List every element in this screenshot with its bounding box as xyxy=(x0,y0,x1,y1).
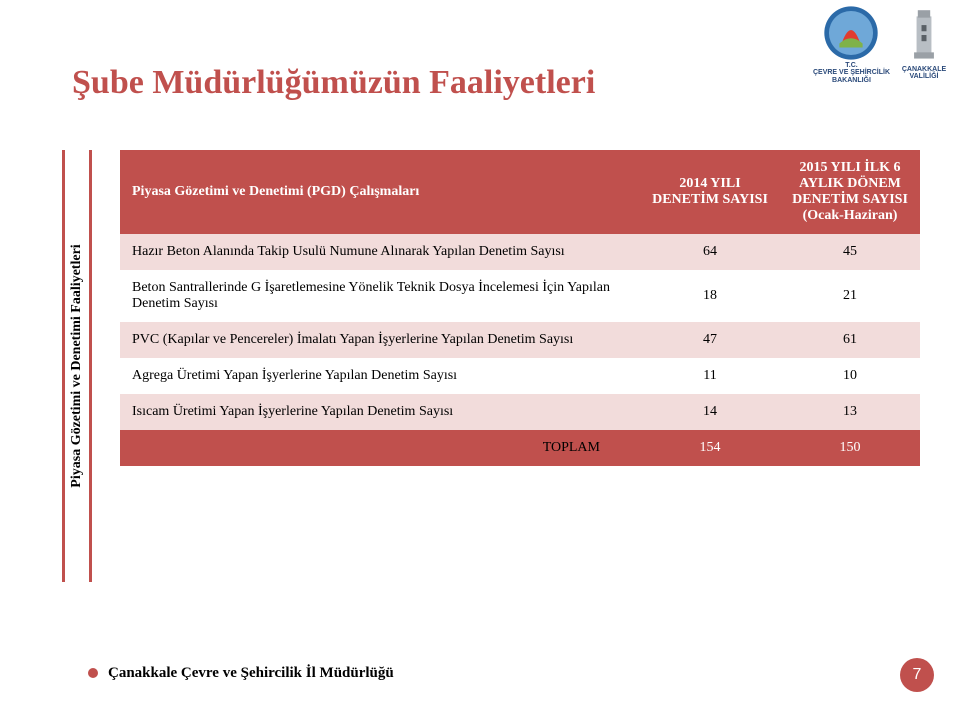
page-number: 7 xyxy=(900,658,934,692)
table-row: PVC (Kapılar ve Pencereler) İmalatı Yapa… xyxy=(120,322,920,358)
row-2014: 11 xyxy=(640,358,780,394)
header-logos: T.C. ÇEVRE VE ŞEHİRCİLİK BAKANLIĞI ÇANAK… xyxy=(813,4,950,84)
row-2015: 61 xyxy=(780,322,920,358)
table-row: Beton Santrallerinde G İşaretlemesine Yö… xyxy=(120,270,920,322)
row-2014: 18 xyxy=(640,270,780,322)
total-label: TOPLAM xyxy=(120,430,640,466)
table-total-row: TOPLAM 154 150 xyxy=(120,430,920,466)
valilik-line2: VALİLİĞİ xyxy=(909,73,938,80)
table-header-row: Piyasa Gözetimi ve Denetimi (PGD) Çalışm… xyxy=(120,150,920,234)
col-header-2014: 2014 YILI DENETİM SAYISI xyxy=(640,150,780,234)
ministry-line1: T.C. xyxy=(845,62,857,69)
footer-org: Çanakkale Çevre ve Şehircilik İl Müdürlü… xyxy=(108,665,394,682)
total-2014: 154 xyxy=(640,430,780,466)
row-label: Isıcam Üretimi Yapan İşyerlerine Yapılan… xyxy=(120,394,640,430)
col-header-activity: Piyasa Gözetimi ve Denetimi (PGD) Çalışm… xyxy=(120,150,640,234)
total-2015: 150 xyxy=(780,430,920,466)
row-2014: 47 xyxy=(640,322,780,358)
table-row: Isıcam Üretimi Yapan İşyerlerine Yapılan… xyxy=(120,394,920,430)
governorship-tower-icon xyxy=(898,4,950,66)
row-2015: 21 xyxy=(780,270,920,322)
ministry-logo: T.C. ÇEVRE VE ŞEHİRCİLİK BAKANLIĞI xyxy=(813,4,890,84)
table-row: Agrega Üretimi Yapan İşyerlerine Yapılan… xyxy=(120,358,920,394)
row-2015: 10 xyxy=(780,358,920,394)
side-label-container: Piyasa Gözetimi ve Denetimi Faaliyetleri xyxy=(62,150,92,582)
valilik-line1: ÇANAKKALE xyxy=(902,66,946,73)
row-2015: 13 xyxy=(780,394,920,430)
governorship-logo-text: ÇANAKKALE VALİLİĞİ xyxy=(902,66,946,81)
ministry-line2: ÇEVRE VE ŞEHİRCİLİK xyxy=(813,69,890,76)
ministry-emblem-icon xyxy=(822,4,880,62)
side-label: Piyasa Gözetimi ve Denetimi Faaliyetleri xyxy=(69,244,85,487)
row-label: Agrega Üretimi Yapan İşyerlerine Yapılan… xyxy=(120,358,640,394)
ministry-logo-text: T.C. ÇEVRE VE ŞEHİRCİLİK BAKANLIĞI xyxy=(813,62,890,84)
activities-table: Piyasa Gözetimi ve Denetimi (PGD) Çalışm… xyxy=(120,150,920,466)
row-2014: 64 xyxy=(640,234,780,270)
row-label: Beton Santrallerinde G İşaretlemesine Yö… xyxy=(120,270,640,322)
page-title: Şube Müdürlüğümüzün Faaliyetleri xyxy=(72,64,595,102)
ministry-line3: BAKANLIĞI xyxy=(832,77,871,84)
row-2015: 45 xyxy=(780,234,920,270)
row-label: PVC (Kapılar ve Pencereler) İmalatı Yapa… xyxy=(120,322,640,358)
row-label: Hazır Beton Alanında Takip Usulü Numune … xyxy=(120,234,640,270)
table-row: Hazır Beton Alanında Takip Usulü Numune … xyxy=(120,234,920,270)
footer-bullet-icon xyxy=(88,668,98,678)
col-header-2015: 2015 YILI İLK 6 AYLIK DÖNEM DENETİM SAYI… xyxy=(780,150,920,234)
governorship-logo: ÇANAKKALE VALİLİĞİ xyxy=(898,4,950,81)
row-2014: 14 xyxy=(640,394,780,430)
